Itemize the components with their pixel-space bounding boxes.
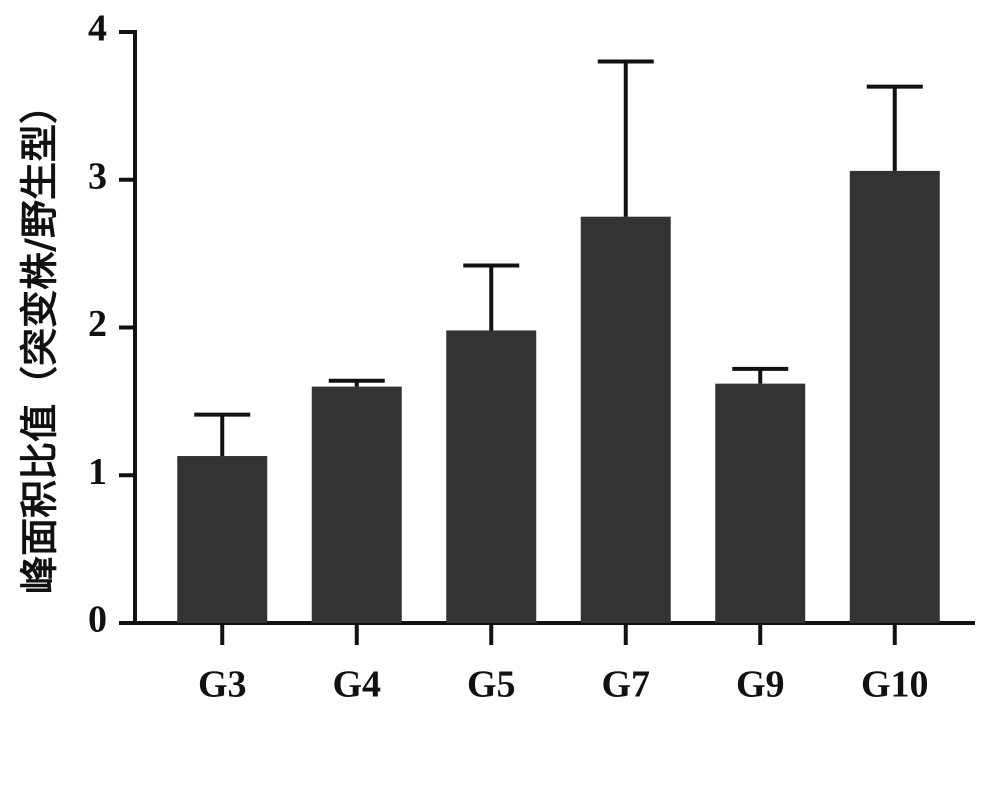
x-tick-label: G3 xyxy=(198,664,247,706)
x-tick-label: G7 xyxy=(601,664,650,706)
y-tick-label: 3 xyxy=(88,155,107,197)
bar xyxy=(849,170,940,623)
x-tick-label: G4 xyxy=(332,664,381,706)
y-tick-label: 2 xyxy=(88,303,107,345)
y-tick-label: 0 xyxy=(88,599,107,641)
y-tick-label: 1 xyxy=(88,451,107,493)
bar xyxy=(580,216,671,623)
bar xyxy=(177,456,268,623)
error-bar xyxy=(866,84,923,171)
error-bar xyxy=(194,412,251,457)
error-bar xyxy=(463,263,520,331)
error-bar xyxy=(328,378,385,387)
error-bar xyxy=(732,366,789,384)
error-bar xyxy=(597,59,654,217)
x-tick-label: G10 xyxy=(861,664,929,706)
x-tick-label: G5 xyxy=(467,664,516,706)
y-tick-label: 4 xyxy=(88,8,107,50)
bar xyxy=(446,330,537,623)
bar xyxy=(715,383,806,623)
bar xyxy=(311,386,402,623)
y-axis-title: 峰面积比值（突变株/野生型） xyxy=(18,86,62,594)
x-tick-label: G9 xyxy=(736,664,785,706)
